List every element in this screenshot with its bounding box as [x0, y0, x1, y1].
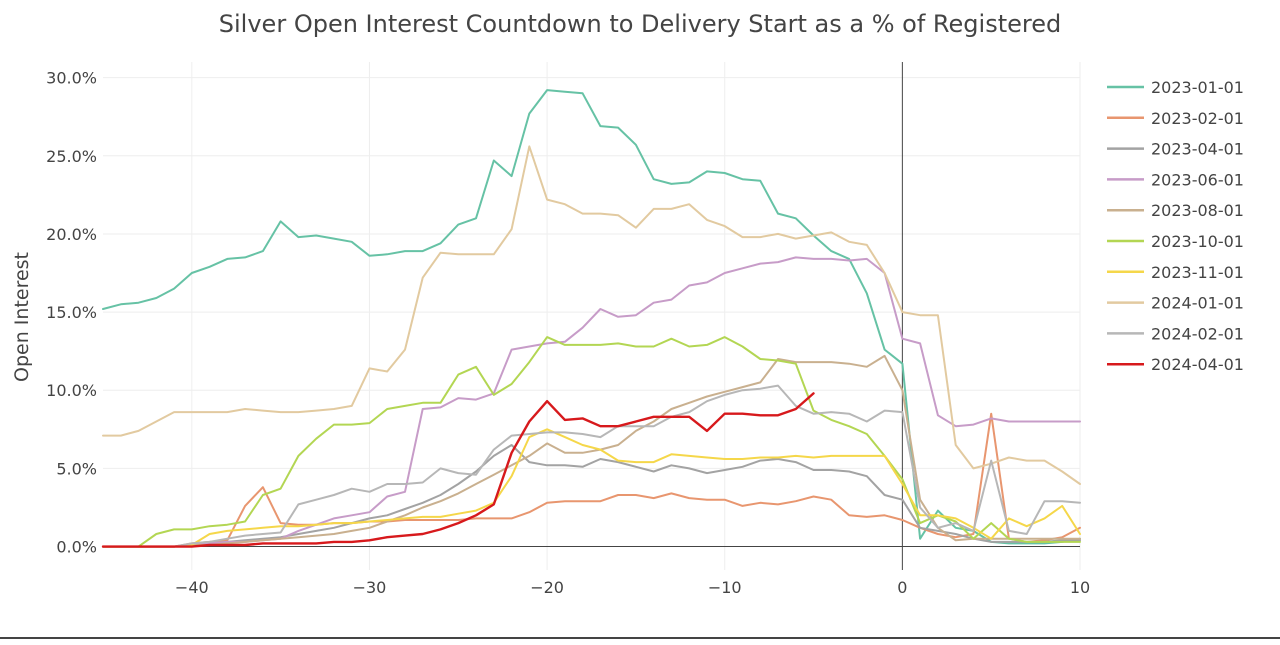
series-line-2023-10-01 — [102, 336, 1081, 548]
series-line-2023-02-01 — [102, 412, 1081, 548]
legend-label: 2023-06-01 — [1151, 170, 1244, 189]
y-tick-label: 10.0% — [46, 381, 97, 400]
x-tick-label: −30 — [353, 578, 387, 597]
legend-item-2023-01-01[interactable]: 2023-01-01 — [1107, 78, 1244, 97]
legend-item-2024-04-01[interactable]: 2024-04-01 — [1107, 355, 1244, 374]
legend-label: 2023-10-01 — [1151, 232, 1244, 251]
x-tick-label: −10 — [708, 578, 742, 597]
tick-labels: −40 −30 −20 −10 0 10 0.0% 5.0% 10.0% 15.0% 20.0% 25… — [46, 69, 1090, 597]
series-line-2023-11-01 — [102, 428, 1081, 548]
legend-item-2024-02-01[interactable]: 2024-02-01 — [1107, 324, 1244, 343]
series-line-2023-08-01 — [102, 354, 1081, 548]
bottom-divider — [0, 637, 1280, 639]
legend-item-2023-04-01[interactable]: 2023-04-01 — [1107, 140, 1244, 159]
series-line-2023-06-01 — [102, 256, 1081, 548]
legend-item-2023-02-01[interactable]: 2023-02-01 — [1107, 109, 1244, 128]
legend[interactable]: 2023-01-01 2023-02-01 2023-04-01 2023-06-01… — [1107, 78, 1244, 374]
y-tick-label: 30.0% — [46, 69, 97, 88]
legend-item-2023-10-01[interactable]: 2023-10-01 — [1107, 232, 1244, 251]
legend-label: 2023-04-01 — [1151, 140, 1244, 159]
series-line-2024-01-01 — [102, 145, 1081, 485]
series-lines — [101, 89, 1081, 548]
y-axis-title: Open Interest — [11, 252, 33, 382]
legend-label: 2023-08-01 — [1151, 201, 1244, 220]
series-line-2023-04-01 — [102, 444, 1081, 548]
y-tick-label: 20.0% — [46, 225, 97, 244]
y-tick-label: 0.0% — [56, 538, 97, 557]
legend-label: 2023-01-01 — [1151, 78, 1244, 97]
chart-title: Silver Open Interest Countdown to Delive… — [219, 10, 1061, 38]
x-tick-label: 0 — [897, 578, 907, 597]
legend-item-2024-01-01[interactable]: 2024-01-01 — [1107, 294, 1244, 313]
legend-label: 2023-02-01 — [1151, 109, 1244, 128]
legend-label: 2024-04-01 — [1151, 355, 1244, 374]
y-tick-label: 25.0% — [46, 147, 97, 166]
gridlines — [103, 62, 1081, 570]
y-tick-label: 5.0% — [56, 459, 97, 478]
legend-label: 2024-02-01 — [1151, 324, 1244, 343]
x-tick-label: −20 — [530, 578, 564, 597]
x-tick-label: 10 — [1070, 578, 1090, 597]
x-tick-label: −40 — [175, 578, 209, 597]
series-line-2024-04-01 — [101, 392, 815, 548]
legend-label: 2024-01-01 — [1151, 294, 1244, 313]
series-line-2024-02-01 — [102, 384, 1081, 548]
legend-item-2023-08-01[interactable]: 2023-08-01 — [1107, 201, 1244, 220]
legend-item-2023-06-01[interactable]: 2023-06-01 — [1107, 170, 1244, 189]
legend-item-2023-11-01[interactable]: 2023-11-01 — [1107, 263, 1244, 282]
legend-label: 2023-11-01 — [1151, 263, 1244, 282]
y-tick-label: 15.0% — [46, 303, 97, 322]
series-line-2023-01-01 — [102, 89, 1081, 545]
